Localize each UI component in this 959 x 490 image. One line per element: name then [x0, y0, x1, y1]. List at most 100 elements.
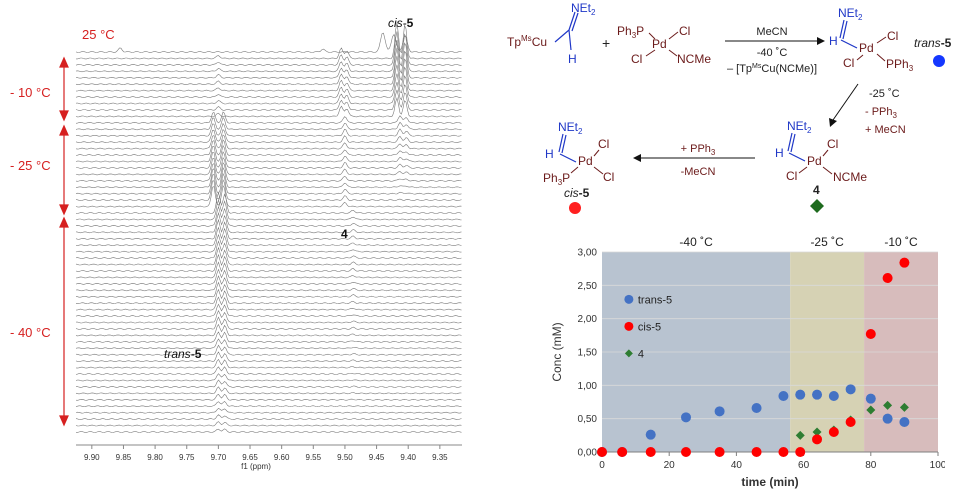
point-cis-5	[812, 434, 823, 445]
nmr-trace	[75, 240, 462, 259]
temperature-range-arrows	[59, 56, 69, 427]
label-trans-5: trans-5	[914, 36, 952, 50]
nmr-trace	[76, 151, 462, 169]
temp-label-minus40: - 40 °C	[10, 325, 51, 340]
y-tick-label: 3,00	[578, 248, 598, 259]
svg-text:PPh3: PPh3	[886, 57, 914, 73]
point-trans-5	[714, 406, 725, 417]
legend-marker-cis-5	[624, 321, 634, 331]
nmr-trace	[75, 344, 462, 356]
svg-text:NEt2: NEt2	[838, 6, 863, 22]
nmr-trace	[75, 358, 462, 369]
nmr-trace	[75, 323, 462, 337]
point-cis-5	[617, 447, 628, 457]
legend-label-cis-5: cis-5	[638, 321, 661, 333]
complex-trans-5: NEt2 H Pd Cl Cl PPh3	[829, 6, 914, 73]
x-tick-label: 0	[599, 460, 605, 471]
svg-text:NEt2: NEt2	[787, 119, 812, 135]
nmr-trace	[75, 296, 462, 311]
nmr-trace	[75, 31, 462, 66]
svg-text:Ph3P: Ph3P	[617, 24, 644, 40]
svg-text:Pd: Pd	[859, 41, 874, 55]
svg-text:Pd: Pd	[807, 154, 822, 168]
svg-text:- PPh3: - PPh3	[865, 106, 898, 120]
nmr-trace	[75, 178, 462, 201]
region-label: -40 ˚C	[679, 235, 713, 249]
nmr-trace	[75, 421, 462, 427]
nmr-trace	[75, 129, 462, 144]
nmr-trace	[75, 233, 462, 253]
nmr-trace	[75, 386, 462, 395]
point-trans-5	[865, 393, 876, 404]
peak-label-cis5: cis-5	[388, 16, 414, 30]
y-tick-label: 1,00	[578, 381, 598, 392]
svg-text:TpMsCu: TpMsCu	[507, 34, 547, 49]
y-tick-label: 1,50	[578, 348, 598, 359]
chart-gridlines: 0,00 0,50 1,00 1,50 2,00 2,50 3,00	[578, 248, 938, 459]
nmr-tick-label: 9.90	[84, 453, 100, 462]
chart-points	[597, 257, 910, 457]
nmr-trace	[75, 400, 462, 408]
y-axis-title: Conc (mM)	[550, 322, 564, 381]
nmr-trace	[76, 22, 462, 60]
arrow-step3: + PPh3 -MeCN	[633, 143, 755, 178]
x-tick-label: 20	[664, 460, 676, 471]
nmr-trace	[75, 281, 462, 298]
svg-text:Cl: Cl	[631, 52, 642, 66]
svg-text:Cl: Cl	[786, 169, 797, 183]
point-cis-5	[795, 447, 806, 457]
point-trans-5	[899, 417, 910, 427]
nmr-trace	[75, 268, 462, 285]
svg-text:NCMe: NCMe	[833, 170, 867, 184]
reaction-scheme: TpMsCu NEt2 H + Ph3P Pd Cl Cl NCMe MeCN	[507, 1, 952, 214]
point-cis-5	[845, 417, 856, 427]
nmr-trace	[76, 309, 462, 324]
point-cis-5	[899, 257, 910, 268]
point-4	[883, 400, 893, 410]
svg-text:Pd: Pd	[578, 154, 593, 168]
svg-text:NEt2: NEt2	[571, 1, 596, 17]
svg-text:+ MeCN: + MeCN	[865, 124, 906, 136]
nmr-trace	[75, 162, 462, 182]
nmr-trace	[75, 116, 462, 131]
nmr-trace	[75, 246, 462, 266]
legend-diamond-4	[810, 199, 824, 213]
x-tick-label: 60	[798, 460, 810, 471]
svg-text:NCMe: NCMe	[677, 52, 711, 66]
svg-text:-MeCN: -MeCN	[681, 166, 716, 178]
peak-label-trans5: trans-5	[164, 347, 202, 361]
region-label: -25 ˚C	[810, 235, 844, 249]
svg-text:– [TpMsCu(NCMe)]: – [TpMsCu(NCMe)]	[727, 63, 817, 75]
nmr-tick-label: 9.50	[337, 453, 353, 462]
nmr-traces	[75, 22, 462, 433]
peak-label-4: 4	[341, 227, 348, 241]
nmr-trace	[75, 218, 462, 240]
nmr-tick-label: 9.70	[211, 453, 227, 462]
complex-4: NEt2 H Pd Cl Cl NCMe	[775, 119, 867, 184]
y-tick-label: 2,00	[578, 314, 598, 325]
nmr-trace	[76, 428, 462, 433]
temp-label-minus10: - 10 °C	[10, 85, 51, 100]
chart-axes: 0 20 40 60 80 100 time (min) Conc (mM)	[550, 322, 945, 489]
complex-cis-5: NEt2 H Pd Cl Ph3P Cl	[543, 120, 614, 187]
svg-text:Cl: Cl	[887, 29, 898, 43]
x-tick-label: 40	[731, 460, 743, 471]
svg-text:H: H	[545, 147, 554, 161]
legend-dot-cis5	[569, 202, 581, 214]
nmr-tick-label: 9.45	[369, 453, 385, 462]
x-axis-title: time (min)	[741, 475, 798, 489]
y-tick-label: 2,50	[578, 281, 598, 292]
svg-text:H: H	[775, 146, 784, 160]
point-trans-5	[845, 384, 856, 395]
label-cis-5: cis-5	[564, 186, 590, 200]
svg-text:Cl: Cl	[679, 24, 690, 38]
reagent-pd-complex: Ph3P Pd Cl Cl NCMe	[617, 24, 711, 66]
point-trans-5	[828, 391, 839, 401]
plus-sign: +	[602, 35, 610, 51]
svg-text:H: H	[829, 34, 838, 48]
point-trans-5	[882, 413, 893, 424]
temp-label-minus25: - 25 °C	[10, 158, 51, 173]
legend-label-4: 4	[638, 348, 644, 360]
point-cis-5	[865, 329, 876, 339]
